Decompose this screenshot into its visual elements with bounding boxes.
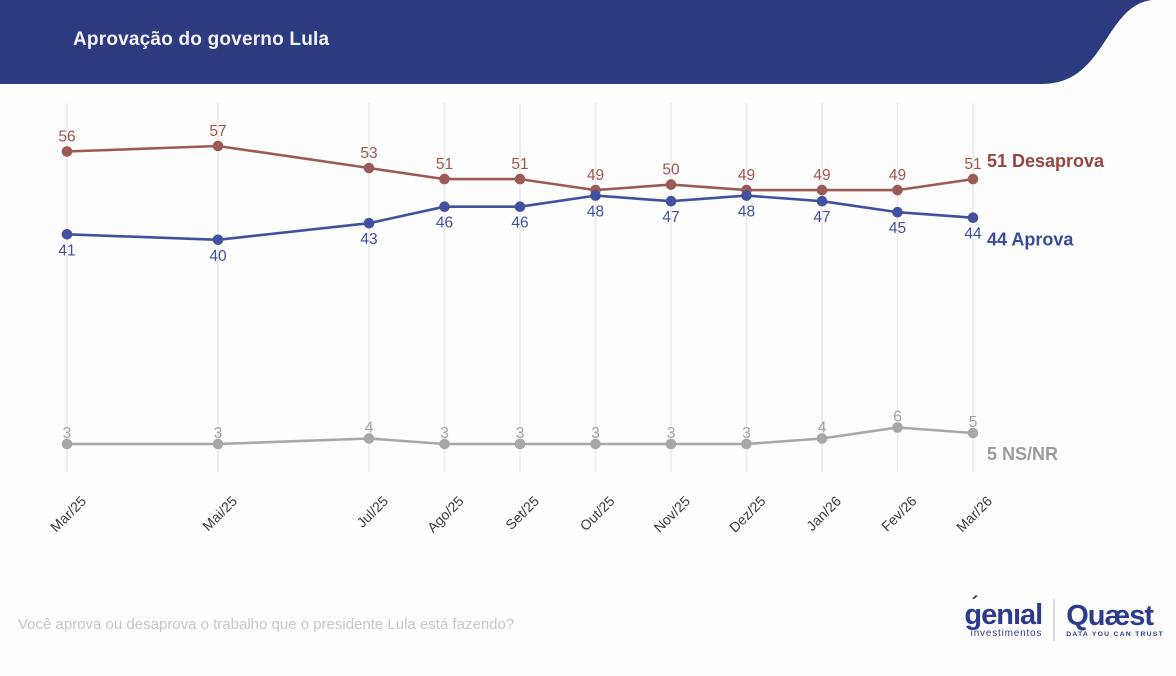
value-label-aprova: 45: [889, 220, 906, 237]
value-label-desaprova: 53: [360, 145, 377, 162]
value-label-aprova: 47: [813, 209, 830, 226]
genial-wordmark: ´ genıal: [964, 592, 1043, 631]
data-point-nsnr: [212, 438, 224, 450]
value-label-aprova: 46: [436, 215, 453, 232]
value-label-aprova: 46: [511, 215, 528, 232]
data-point-nsnr: [363, 433, 375, 444]
value-label-nsnr: 4: [818, 420, 827, 437]
value-label-nsnr: 3: [440, 425, 449, 442]
x-axis-label: Mar/26: [953, 493, 995, 535]
genial-subtitle: investimentos: [970, 628, 1043, 639]
data-point-desaprova: [439, 173, 450, 185]
value-label-aprova: 43: [360, 231, 377, 248]
value-label-nsnr: 4: [365, 420, 374, 437]
value-label-aprova: 47: [662, 209, 679, 226]
genial-accent-mark: ´: [971, 592, 978, 617]
value-label-desaprova: 56: [58, 129, 75, 146]
value-label-aprova: 41: [58, 242, 75, 259]
data-point-nsnr: [967, 427, 979, 439]
value-label-nsnr: 3: [516, 425, 525, 442]
genial-logo: ´ genıal investimentos: [964, 592, 1043, 639]
value-label-desaprova: 49: [813, 167, 830, 184]
value-label-aprova: 40: [209, 248, 227, 265]
data-point-nsnr: [61, 438, 73, 450]
x-axis-label: Fev/26: [878, 493, 920, 535]
value-label-nsnr: 3: [63, 425, 72, 442]
value-label-desaprova: 51: [964, 156, 981, 173]
data-point-aprova: [363, 217, 375, 229]
data-point-desaprova: [892, 184, 903, 196]
data-point-desaprova: [363, 162, 375, 174]
value-label-desaprova: 57: [209, 123, 226, 140]
data-point-aprova: [665, 195, 677, 207]
value-label-nsnr: 3: [214, 425, 223, 442]
series-end-label-nsnr: 5 NS/NR: [987, 444, 1058, 464]
value-label-aprova: 48: [587, 204, 604, 221]
value-label-desaprova: 51: [436, 156, 453, 173]
x-axis-label: Dez/25: [726, 493, 769, 536]
value-label-nsnr: 6: [893, 409, 902, 426]
data-point-aprova: [741, 190, 752, 201]
data-point-desaprova: [514, 173, 526, 185]
data-point-nsnr: [439, 438, 450, 450]
data-point-desaprova: [665, 179, 677, 190]
data-point-nsnr: [892, 422, 903, 433]
data-point-desaprova: [967, 173, 979, 185]
value-label-aprova: 44: [964, 226, 982, 243]
data-point-nsnr: [590, 438, 601, 450]
value-label-aprova: 48: [738, 204, 755, 221]
x-axis-label: Mar/25: [47, 493, 89, 535]
data-point-nsnr: [816, 433, 828, 444]
data-point-aprova: [514, 201, 526, 212]
data-point-aprova: [212, 234, 224, 246]
logo-area: ´ genıal investimentos Quæst DATA YOU CA…: [964, 592, 1164, 641]
data-point-aprova: [892, 206, 903, 218]
x-axis-label: Out/25: [577, 493, 618, 534]
logo-divider: [1053, 599, 1056, 641]
value-label-nsnr: 5: [969, 414, 978, 431]
data-point-desaprova: [816, 184, 828, 196]
genial-name: genıal: [964, 599, 1043, 631]
value-label-desaprova: 50: [662, 162, 680, 179]
data-point-aprova: [61, 229, 73, 240]
quaest-logo: Quæst DATA YOU CAN TRUST: [1066, 600, 1164, 639]
data-point-nsnr: [665, 438, 677, 450]
data-point-nsnr: [514, 438, 526, 450]
quaest-tagline: DATA YOU CAN TRUST: [1066, 631, 1164, 638]
survey-question: Você aprova ou desaprova o trabalho que …: [18, 616, 515, 633]
value-label-nsnr: 3: [591, 425, 600, 442]
data-point-aprova: [590, 190, 601, 201]
data-point-aprova: [439, 201, 450, 212]
quaest-wordmark: Quæst: [1066, 600, 1154, 632]
value-label-desaprova: 49: [587, 167, 604, 184]
series-end-label-desaprova: 51 Desaprova: [987, 151, 1105, 171]
x-axis-label: Ago/25: [424, 493, 467, 536]
page-title: Aprovação do governo Lula: [73, 29, 330, 50]
banner-shape: [0, 0, 1152, 84]
value-label-nsnr: 3: [667, 425, 676, 442]
value-label-desaprova: 51: [511, 156, 528, 173]
x-axis-label: Jan/26: [803, 493, 844, 534]
x-axis-label: Jul/25: [353, 493, 391, 531]
value-label-desaprova: 49: [889, 167, 906, 184]
x-axis-label: Mai/25: [199, 493, 240, 534]
x-axis-label: Set/25: [502, 493, 542, 533]
value-label-nsnr: 3: [742, 425, 751, 442]
data-point-desaprova: [61, 146, 73, 157]
header-banner: [0, 0, 1152, 84]
series-end-label-aprova: 44 Aprova: [987, 230, 1074, 250]
data-point-nsnr: [741, 438, 752, 450]
data-point-aprova: [816, 195, 828, 207]
data-point-aprova: [967, 212, 979, 223]
x-axis-label: Nov/25: [650, 493, 693, 536]
data-point-desaprova: [212, 140, 224, 152]
value-label-desaprova: 49: [738, 167, 755, 184]
